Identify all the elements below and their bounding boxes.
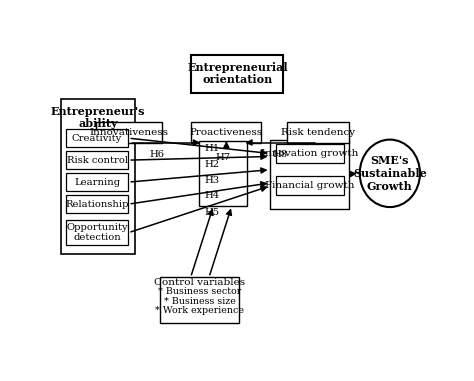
FancyBboxPatch shape [287,122,349,142]
Text: * Business size: * Business size [164,297,236,306]
FancyBboxPatch shape [66,220,128,245]
FancyBboxPatch shape [191,122,261,142]
Text: Risk control: Risk control [66,155,128,165]
Text: Opportunity
detection: Opportunity detection [66,223,128,242]
FancyBboxPatch shape [66,195,128,213]
Text: Control variables: Control variables [154,278,246,287]
Text: SME's
Sustainable
Growth: SME's Sustainable Growth [353,155,427,192]
Text: H7: H7 [215,153,230,162]
FancyBboxPatch shape [191,54,283,93]
Text: * Business sector: * Business sector [158,287,241,296]
Text: Learning: Learning [74,178,120,187]
Text: H3: H3 [204,176,219,184]
Text: Relationship: Relationship [65,200,129,209]
Text: Risk tendency: Risk tendency [281,128,356,137]
FancyBboxPatch shape [96,122,162,142]
Text: Creativity: Creativity [72,134,122,142]
FancyBboxPatch shape [66,173,128,191]
FancyBboxPatch shape [61,99,135,254]
Text: H5: H5 [204,208,219,218]
Text: Proactiveness: Proactiveness [190,128,263,137]
Text: H2: H2 [204,160,219,169]
Text: H1: H1 [204,144,219,154]
FancyBboxPatch shape [271,139,349,208]
Text: Innovation growth: Innovation growth [261,149,359,158]
Text: Financial growth: Financial growth [265,181,355,190]
Text: Entrepreneurial
orientation: Entrepreneurial orientation [187,62,288,85]
FancyBboxPatch shape [276,144,344,163]
FancyBboxPatch shape [66,129,128,147]
FancyBboxPatch shape [160,277,239,323]
Text: Innovativeness: Innovativeness [90,128,169,137]
Text: Entrepreneur's
ability: Entrepreneur's ability [51,106,145,130]
Text: H8: H8 [272,150,287,159]
FancyBboxPatch shape [276,176,344,195]
FancyBboxPatch shape [199,141,246,206]
FancyBboxPatch shape [66,151,128,169]
Text: * Work experience: * Work experience [155,306,244,315]
Text: H4: H4 [204,191,219,200]
Text: H6: H6 [149,150,164,159]
